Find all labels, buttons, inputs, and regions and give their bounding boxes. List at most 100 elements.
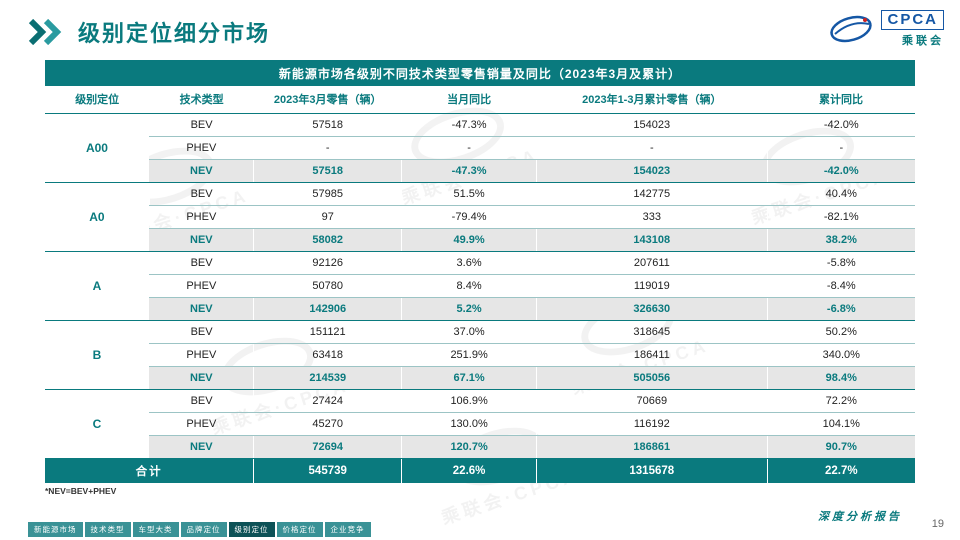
data-cell: 207611: [536, 251, 768, 275]
total-cell: 22.7%: [766, 458, 915, 483]
data-cell: 90.7%: [766, 435, 915, 459]
data-cell: 151121: [253, 320, 402, 344]
data-cell: PHEV: [149, 274, 254, 298]
data-cell: 106.9%: [401, 389, 537, 413]
page-number: 19: [931, 518, 944, 530]
data-cell: 40.4%: [766, 182, 915, 206]
column-header: 2023年3月零售（辆）: [253, 86, 402, 114]
footer-tab[interactable]: 价格定位: [276, 522, 323, 537]
report-note: 深度分析报告: [818, 511, 902, 523]
data-cell: 333: [536, 205, 768, 229]
level-cell: A00: [45, 113, 150, 183]
table-wrapper: 新能源市场各级别不同技术类型零售销量及同比（2023年3月及累计） 级别定位 技术类…: [45, 60, 915, 496]
footer-tab[interactable]: 新能源市场: [28, 522, 83, 537]
table-title: 新能源市场各级别不同技术类型零售销量及同比（2023年3月及累计）: [45, 60, 915, 86]
footer-tab[interactable]: 级别定位: [228, 522, 275, 537]
data-cell: 119019: [536, 274, 768, 298]
footer-tabs: 新能源市场 技术类型 车型大类 品牌定位 级别定位 价格定位 企业竞争: [28, 522, 371, 537]
column-header-row: 级别定位 技术类型 2023年3月零售（辆） 当月同比 2023年1-3月累计零售（辆）…: [45, 86, 915, 114]
data-cell: -6.8%: [766, 297, 915, 321]
total-row: 合计 545739 22.6% 1315678 22.7%: [45, 458, 915, 483]
data-cell: 154023: [536, 159, 768, 183]
data-cell: 57518: [253, 113, 402, 137]
data-cell: -47.3%: [401, 159, 537, 183]
data-cell: BEV: [148, 320, 254, 344]
footer-tab[interactable]: 企业竞争: [324, 522, 371, 537]
data-cell: BEV: [148, 251, 254, 275]
data-cell: BEV: [148, 389, 254, 413]
logo-text: CPCA 乘联会: [881, 10, 944, 48]
footer-tab[interactable]: 品牌定位: [180, 522, 227, 537]
data-cell: 104.1%: [766, 412, 915, 436]
table-row: C BEV 27424 106.9% 70669 72.2%: [45, 389, 915, 459]
data-cell: -42.0%: [766, 113, 915, 137]
data-cell: 63418: [253, 343, 402, 367]
table-row: B BEV 151121 37.0% 318645 50.2%: [45, 320, 915, 390]
column-header: 2023年1-3月累计零售（辆）: [536, 86, 768, 114]
table-row: NEV 142906 5.2% 326630 -6.8%: [45, 297, 915, 321]
data-cell: 318645: [536, 320, 768, 344]
data-cell: 130.0%: [401, 412, 537, 436]
level-cell: A0: [45, 182, 150, 252]
footer-tab[interactable]: 车型大类: [132, 522, 179, 537]
data-cell: 38.2%: [766, 228, 915, 252]
data-cell: -: [253, 136, 402, 160]
page-title: 级别定位细分市场: [78, 21, 271, 46]
logo-chinese-name: 乘联会: [902, 35, 944, 47]
data-cell: 58082: [253, 228, 402, 252]
cpca-logo: CPCA 乘联会: [828, 10, 944, 48]
column-header: 当月同比: [401, 86, 537, 114]
column-header: 技术类型: [149, 86, 254, 114]
table-row: NEV 72694 120.7% 186861 90.7%: [45, 435, 915, 459]
table-row: NEV 58082 49.9% 143108 38.2%: [45, 228, 915, 252]
data-cell: 116192: [536, 412, 768, 436]
data-cell: 50.2%: [766, 320, 915, 344]
footer-tab[interactable]: 技术类型: [84, 522, 131, 537]
data-cell: -: [536, 136, 768, 160]
data-cell: 142906: [253, 297, 402, 321]
data-cell: 67.1%: [401, 366, 537, 390]
data-cell: -79.4%: [401, 205, 537, 229]
table-row: PHEV 63418 251.9% 186411 340.0%: [45, 343, 915, 367]
table-row: PHEV 50780 8.4% 119019 -8.4%: [45, 274, 915, 298]
data-cell: BEV: [148, 113, 254, 137]
level-cell: B: [45, 320, 150, 390]
level-cell: C: [45, 389, 150, 459]
cpca-logo-mark-icon: [830, 15, 873, 43]
data-cell: -5.8%: [766, 251, 915, 275]
data-cell: 340.0%: [766, 343, 915, 367]
table-row: PHEV - - - -: [45, 136, 915, 160]
data-cell: 186411: [536, 343, 768, 367]
logo-acronym: CPCA: [881, 10, 944, 30]
data-cell: 57985: [253, 182, 402, 206]
table-row: PHEV 45270 130.0% 116192 104.1%: [45, 412, 915, 436]
level-cell: A: [45, 251, 150, 321]
slide-header: 级别定位细分市场: [28, 16, 270, 48]
data-cell: 57518: [253, 159, 402, 183]
data-cell: 214539: [253, 366, 402, 390]
total-cell: 1315678: [536, 458, 768, 483]
data-cell: 120.7%: [401, 435, 537, 459]
data-cell: NEV: [149, 297, 254, 321]
data-cell: NEV: [149, 435, 254, 459]
data-cell: NEV: [149, 228, 254, 252]
data-cell: 505056: [536, 366, 768, 390]
data-cell: NEV: [149, 366, 254, 390]
column-header: 累计同比: [767, 86, 915, 114]
data-cell: 186861: [536, 435, 768, 459]
data-cell: 49.9%: [401, 228, 537, 252]
total-label: 合计: [45, 458, 254, 483]
data-cell: -: [401, 136, 537, 160]
data-cell: 37.0%: [401, 320, 537, 344]
table-row: A00 BEV 57518 -47.3% 154023 -42.0%: [45, 113, 915, 183]
data-cell: 51.5%: [401, 182, 537, 206]
table-row: A BEV 92126 3.6% 207611 -5.8%: [45, 251, 915, 321]
data-cell: 251.9%: [401, 343, 537, 367]
data-cell: NEV: [149, 159, 254, 183]
table-row: A0 BEV 57985 51.5% 142775 40.4%: [45, 182, 915, 252]
data-cell: 143108: [536, 228, 768, 252]
sales-table: 新能源市场各级别不同技术类型零售销量及同比（2023年3月及累计） 级别定位 技术类…: [45, 60, 915, 483]
data-cell: -47.3%: [401, 113, 537, 137]
data-cell: BEV: [148, 182, 254, 206]
footnote: *NEV=BEV+PHEV: [45, 486, 117, 496]
